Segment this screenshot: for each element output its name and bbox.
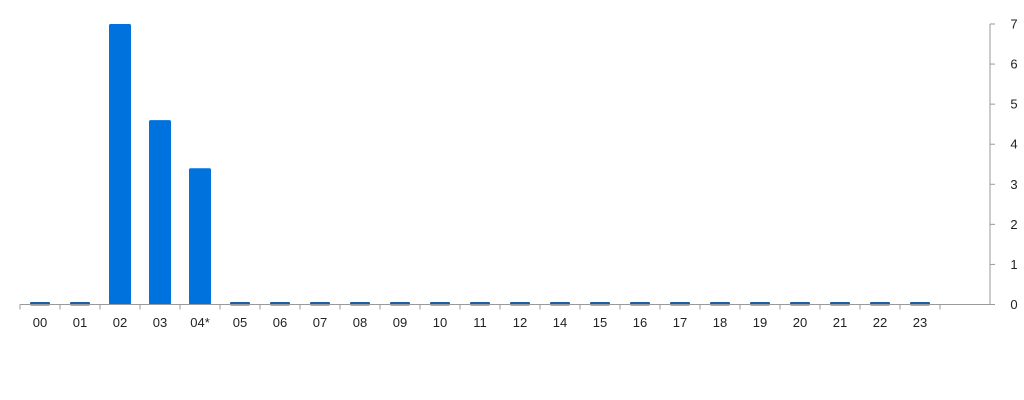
x-tick-label: 15 (593, 315, 607, 330)
y-tick-label: 4 (1010, 137, 1017, 152)
y-tick-label: 2 (1010, 217, 1017, 232)
x-tick-label: 10 (433, 315, 447, 330)
y-tick-label: 3 (1010, 177, 1017, 192)
x-tick-label: 16 (633, 315, 647, 330)
bar (109, 24, 131, 305)
x-tick-label: 06 (273, 315, 287, 330)
x-tick-label: 14 (553, 315, 567, 330)
x-tick-label: 00 (33, 315, 47, 330)
x-axis: 00 01 02 03 04* 05 06 07 08 09 10 11 12 14 15 16 17 18 19 2… (19, 304, 990, 330)
y-tick-label: 7 (1010, 17, 1017, 32)
x-tick-label: 08 (353, 315, 367, 330)
bar (189, 168, 211, 305)
x-tick-label: 17 (673, 315, 687, 330)
x-tick-label: 23 (913, 315, 927, 330)
x-tick-label: 21 (833, 315, 847, 330)
y-tick-label: 0 (1010, 297, 1017, 312)
x-tick-label: 22 (873, 315, 887, 330)
y-tick-label: 6 (1010, 57, 1017, 72)
y-tick-label: 1 (1010, 257, 1017, 272)
x-tick-label: 03 (153, 315, 167, 330)
bar (149, 120, 171, 305)
x-tick-label: 02 (113, 315, 127, 330)
x-tick-label: 09 (393, 315, 407, 330)
x-tick-label: 12 (513, 315, 527, 330)
y-tick-label: 5 (1010, 97, 1017, 112)
bars-group (30, 24, 930, 306)
x-tick-label: 05 (233, 315, 247, 330)
x-tick-label: 07 (313, 315, 327, 330)
x-tick-label: 01 (73, 315, 87, 330)
x-tick-label: 19 (753, 315, 767, 330)
x-tick-label: 11 (473, 315, 487, 330)
y-axis: 0 1 2 3 4 5 6 7 (989, 17, 1018, 312)
x-tick-label: 04* (190, 315, 210, 330)
x-tick-label: 20 (793, 315, 807, 330)
x-tick-label: 18 (713, 315, 727, 330)
